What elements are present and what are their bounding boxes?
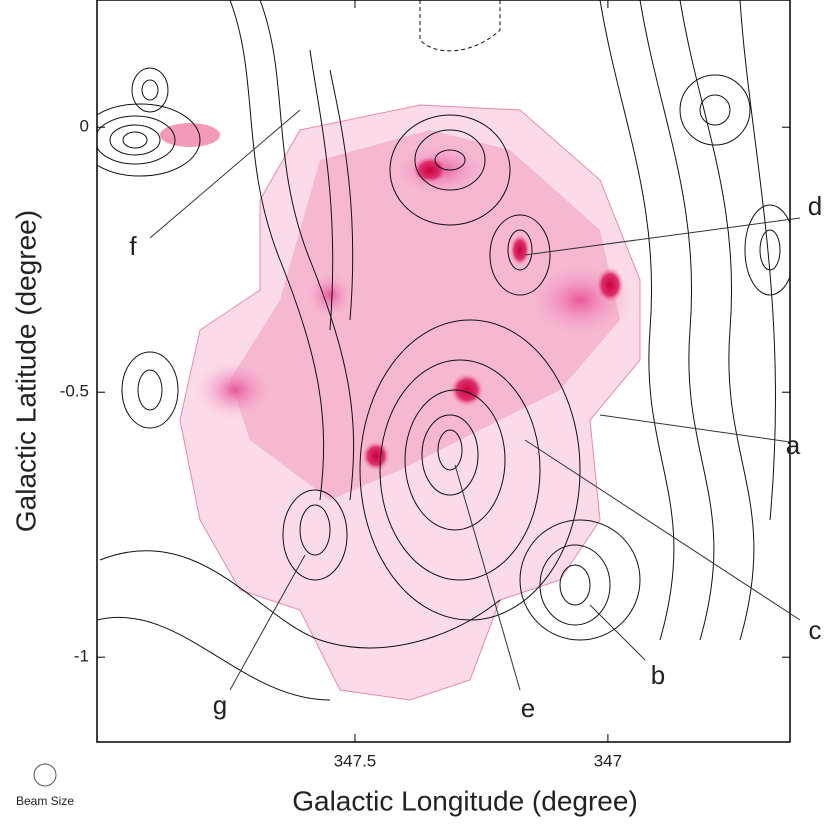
y-tick-label: -0.5	[60, 382, 89, 401]
x-axis-title: Galactic Longitude (degree)	[292, 785, 638, 816]
annotation-label: e	[521, 693, 535, 723]
plot-frame	[96, 0, 791, 743]
annotation-label: g	[213, 690, 227, 720]
x-tick-label: 347.5	[334, 751, 377, 770]
y-tick-label: 0	[80, 117, 89, 136]
annotation-label: b	[651, 660, 665, 690]
map-image	[97, 0, 790, 701]
annotation-label: d	[808, 191, 822, 221]
leader-lines	[149, 109, 801, 691]
beam-circle	[33, 763, 57, 787]
annotation-label: c	[809, 615, 822, 645]
contours	[97, 0, 790, 701]
x-tick-label: 347	[594, 751, 622, 770]
annotation-label: f	[129, 231, 137, 261]
beam-label: Beam Size	[16, 794, 74, 808]
y-tick-label: -1	[74, 647, 89, 666]
y-axis-title: Galactic Latitude (degree)	[10, 210, 41, 532]
annotation-label: a	[786, 430, 801, 460]
